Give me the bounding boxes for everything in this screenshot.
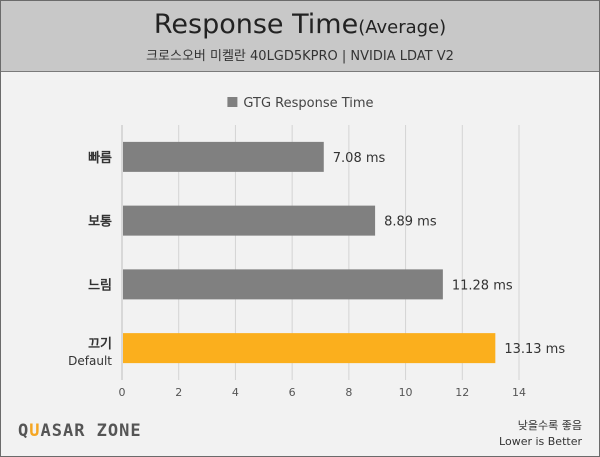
x-tick-label: 8 xyxy=(345,386,352,399)
lower-is-better-note: 낮을수록 좋음 Lower is Better xyxy=(499,418,582,450)
x-tick-label: 4 xyxy=(232,386,239,399)
category-label: 빠름 xyxy=(88,150,112,166)
bar-4 xyxy=(123,333,496,364)
x-tick-label: 14 xyxy=(512,386,526,399)
x-tick-label: 10 xyxy=(399,386,413,399)
bar-value-label: 8.89 ms xyxy=(384,215,437,230)
bar-value-label: 11.28 ms xyxy=(452,278,513,293)
title-sub: (Average) xyxy=(358,17,447,38)
bar-1 xyxy=(123,141,324,172)
chart-title: Response Time(Average) xyxy=(1,9,599,40)
quasarzone-logo: QUASAR ZONE xyxy=(18,421,142,441)
legend-label: GTG Response Time xyxy=(243,96,373,111)
bar-value-label: 7.08 ms xyxy=(333,151,386,166)
x-tick-label: 0 xyxy=(119,386,126,399)
bar-2 xyxy=(123,205,376,236)
header-band: Response Time(Average) 크로스오버 미켈란 40LGD5K… xyxy=(1,1,599,72)
category-label: 끄기 xyxy=(88,337,112,352)
chart-subtitle: 크로스오버 미켈란 40LGD5KPRO | NVIDIA LDAT V2 xyxy=(146,49,454,64)
category-label: 느림 xyxy=(88,278,112,293)
note-korean: 낮을수록 좋음 xyxy=(517,419,582,432)
x-tick-label: 2 xyxy=(175,386,182,399)
category-label: 보통 xyxy=(88,215,112,230)
note-english: Lower is Better xyxy=(499,435,582,448)
title-main: Response Time xyxy=(153,9,359,40)
category-sublabel: Default xyxy=(68,354,112,368)
bar-3 xyxy=(123,269,443,300)
bar-value-label: 13.13 ms xyxy=(504,342,565,357)
x-tick-label: 12 xyxy=(455,386,469,399)
legend-swatch xyxy=(227,97,238,107)
x-tick-label: 6 xyxy=(289,386,296,399)
